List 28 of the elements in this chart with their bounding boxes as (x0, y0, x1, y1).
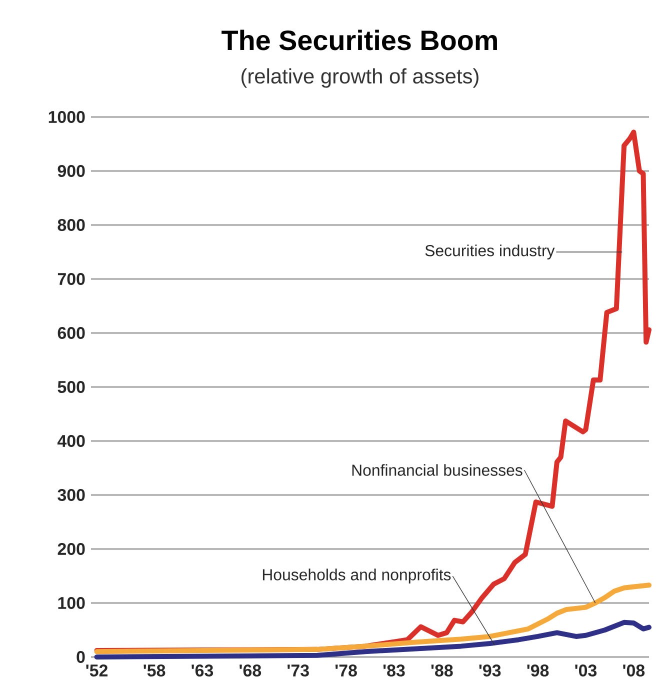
y-tick-label: 100 (58, 596, 85, 609)
y-tick-label: 0 (76, 650, 85, 663)
annotation: Nonfinancial businesses (352, 464, 522, 476)
y-tick-label: 700 (58, 272, 85, 285)
annotation: Securities industry (425, 244, 555, 260)
y-tick-label: 1000 (48, 110, 85, 123)
x-tick-label: '08 (623, 664, 645, 677)
chart-subtitle: (relative growth of assets) (242, 68, 478, 88)
x-tick-label: '68 (240, 664, 262, 677)
y-tick-label: 600 (58, 326, 85, 339)
x-tick-label: '93 (479, 664, 501, 677)
x-tick-label: '78 (336, 664, 357, 677)
y-tick-label: 200 (58, 542, 85, 555)
x-tick-label: '83 (383, 664, 405, 677)
x-tick-label: '03 (575, 664, 597, 677)
chart-title: The Securities Boom (222, 30, 497, 50)
x-tick-label: '88 (431, 664, 453, 677)
y-tick-label: 900 (58, 164, 85, 177)
y-tick-label: 300 (58, 488, 85, 501)
x-tick-label: '58 (144, 664, 166, 677)
x-tick-label: '63 (192, 664, 214, 677)
y-tick-label: 500 (58, 380, 85, 393)
y-tick-label: 800 (58, 218, 85, 231)
y-tick-label: 400 (57, 434, 85, 447)
annotation: Households and nonprofits (262, 568, 451, 584)
x-tick-label: '52 (86, 664, 108, 677)
x-tick-label: '73 (288, 664, 309, 677)
x-tick-label: '98 (527, 664, 549, 677)
